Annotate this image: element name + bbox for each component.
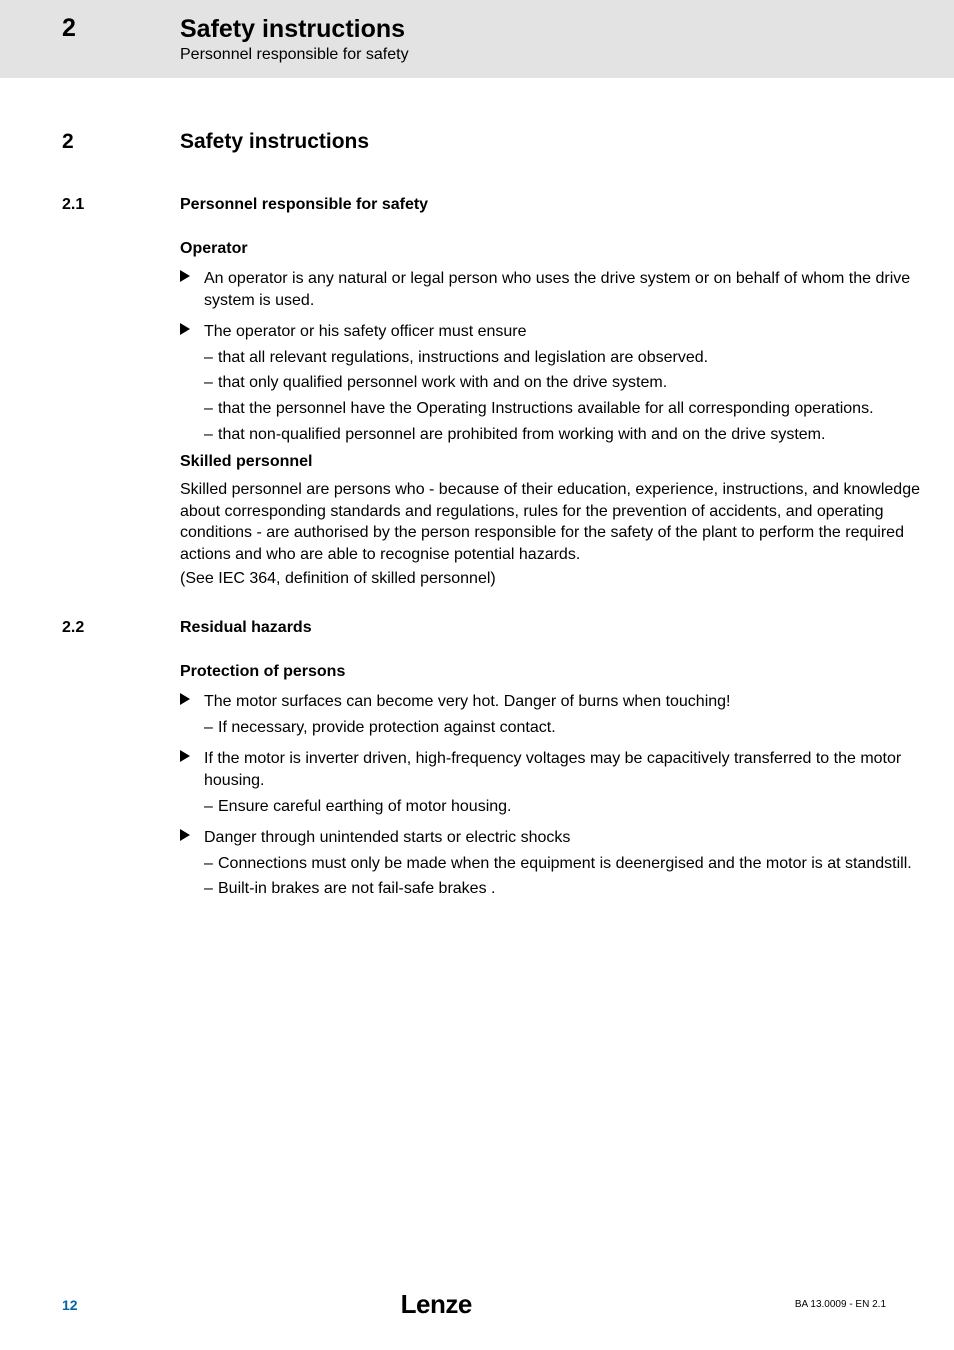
header-title-block: Safety instructions Personnel responsibl…: [180, 14, 409, 64]
dash-text: that all relevant regulations, instructi…: [218, 347, 930, 369]
bullet-item: An operator is any natural or legal pers…: [180, 268, 930, 311]
dash-text: Connections must only be made when the e…: [218, 853, 930, 875]
bullet-text: The motor surfaces can become very hot. …: [204, 691, 930, 713]
page-footer: 12 Lenze BA 13.0009 - EN 2.1: [0, 1289, 954, 1320]
page-number: 12: [62, 1297, 78, 1313]
triangle-bullet-icon: [180, 827, 204, 849]
header-title: Safety instructions: [180, 14, 409, 44]
header-subtitle: Personnel responsible for safety: [180, 46, 409, 64]
triangle-bullet-icon: [180, 268, 204, 311]
subsection-22-number: 2.2: [62, 619, 180, 637]
bullet-item: Danger through unintended starts or elec…: [180, 827, 930, 849]
dash-marker: –: [204, 796, 218, 818]
dash-item: –Built-in brakes are not fail-safe brake…: [180, 878, 930, 900]
skilled-reference: (See IEC 364, definition of skilled pers…: [180, 568, 930, 590]
lenze-logo: Lenze: [401, 1289, 472, 1320]
protection-heading: Protection of persons: [180, 663, 930, 681]
dash-marker: –: [204, 372, 218, 394]
dash-marker: –: [204, 347, 218, 369]
dash-text: that only qualified personnel work with …: [218, 372, 930, 394]
dash-item: –that only qualified personnel work with…: [180, 372, 930, 394]
section-title: Safety instructions: [180, 130, 369, 154]
triangle-bullet-icon: [180, 748, 204, 791]
bullet-item: The motor surfaces can become very hot. …: [180, 691, 930, 713]
section-number: 2: [62, 130, 180, 154]
dash-marker: –: [204, 853, 218, 875]
operator-heading: Operator: [180, 240, 930, 258]
dash-item: –that all relevant regulations, instruct…: [180, 347, 930, 369]
document-reference: BA 13.0009 - EN 2.1: [795, 1299, 886, 1310]
bullet-text: Danger through unintended starts or elec…: [204, 827, 930, 849]
bullet-text: If the motor is inverter driven, high-fr…: [204, 748, 930, 791]
header-inner: 2 Safety instructions Personnel responsi…: [0, 14, 954, 64]
subsection-21-number: 2.1: [62, 196, 180, 214]
header-section-number: 2: [62, 14, 180, 43]
dash-item: –Connections must only be made when the …: [180, 853, 930, 875]
subsection-21-body: Operator An operator is any natural or l…: [180, 240, 930, 589]
dash-text: Ensure careful earthing of motor housing…: [218, 796, 930, 818]
bullet-item: If the motor is inverter driven, high-fr…: [180, 748, 930, 791]
bullet-item: The operator or his safety officer must …: [180, 321, 930, 343]
bullet-text: The operator or his safety officer must …: [204, 321, 930, 343]
dash-marker: –: [204, 398, 218, 420]
dash-marker: –: [204, 424, 218, 446]
triangle-bullet-icon: [180, 691, 204, 713]
subsection-21-row: 2.1 Personnel responsible for safety: [62, 196, 874, 214]
dash-item: –that non-qualified personnel are prohib…: [180, 424, 930, 446]
section-heading-row: 2 Safety instructions: [62, 130, 874, 154]
dash-text: Built-in brakes are not fail-safe brakes…: [218, 878, 930, 900]
dash-text: If necessary, provide protection against…: [218, 717, 930, 739]
dash-text: that non-qualified personnel are prohibi…: [218, 424, 930, 446]
page-header: 2 Safety instructions Personnel responsi…: [0, 0, 954, 78]
subsection-22-row: 2.2 Residual hazards: [62, 619, 874, 637]
triangle-bullet-icon: [180, 321, 204, 343]
subsection-22-body: Protection of persons The motor surfaces…: [180, 663, 930, 900]
dash-item: –Ensure careful earthing of motor housin…: [180, 796, 930, 818]
skilled-paragraph: Skilled personnel are persons who - beca…: [180, 479, 930, 565]
subsection-21-title: Personnel responsible for safety: [180, 196, 428, 214]
skilled-heading: Skilled personnel: [180, 453, 930, 471]
dash-text: that the personnel have the Operating In…: [218, 398, 930, 420]
dash-item: –that the personnel have the Operating I…: [180, 398, 930, 420]
content: 2 Safety instructions 2.1 Personnel resp…: [0, 78, 954, 900]
bullet-text: An operator is any natural or legal pers…: [204, 268, 930, 311]
dash-item: –If necessary, provide protection agains…: [180, 717, 930, 739]
dash-marker: –: [204, 878, 218, 900]
dash-marker: –: [204, 717, 218, 739]
subsection-22-title: Residual hazards: [180, 619, 312, 637]
